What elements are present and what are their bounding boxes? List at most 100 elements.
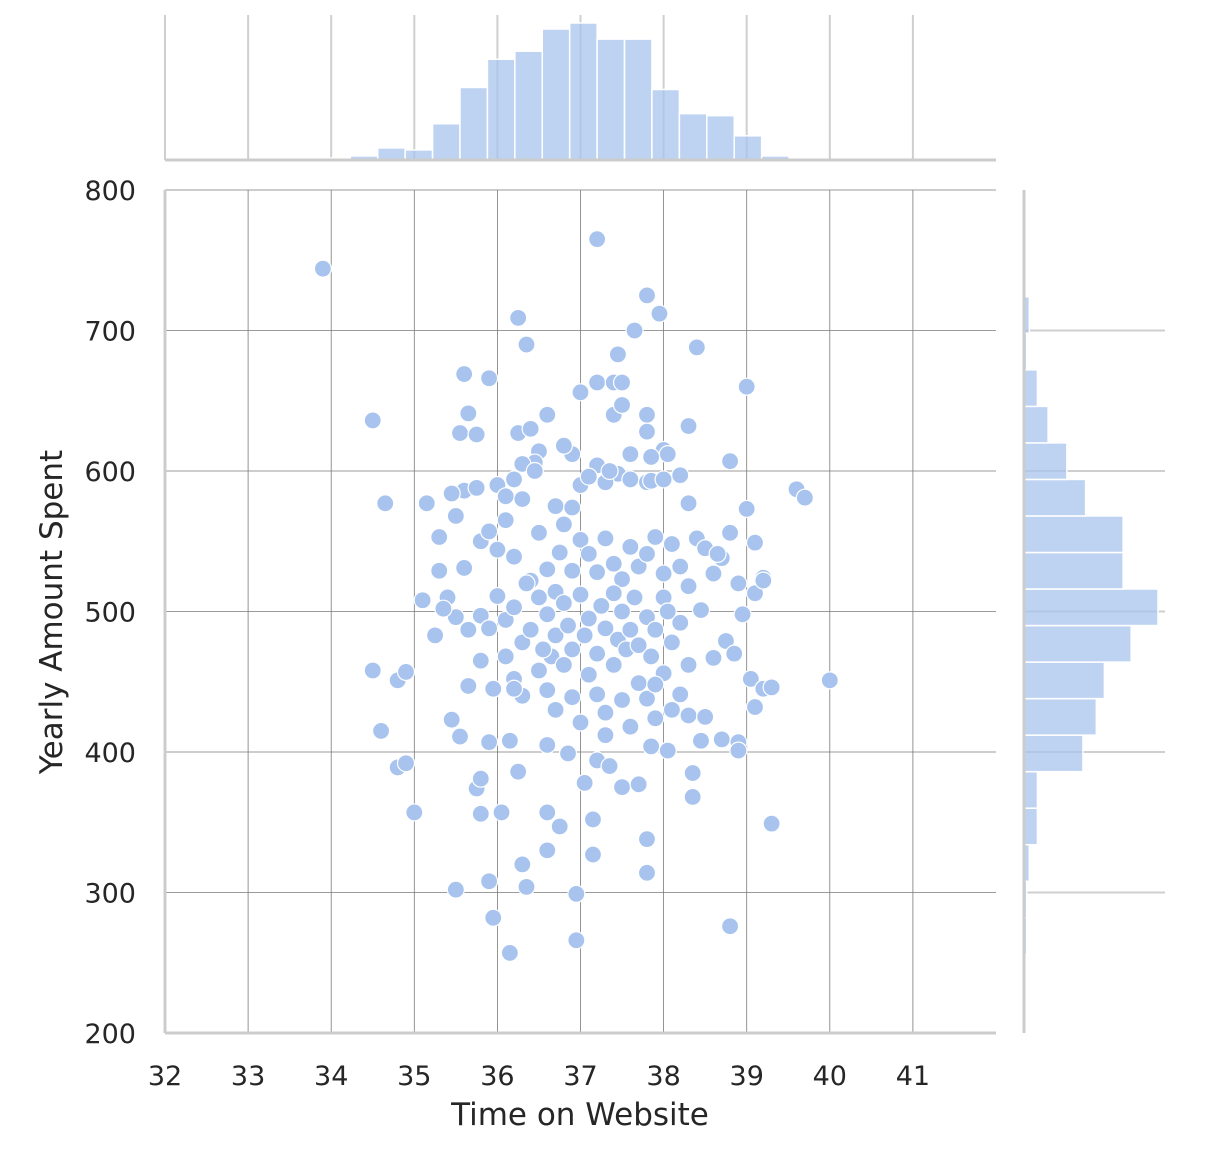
- right-histogram-bar: [1023, 442, 1068, 481]
- scatter-point: [612, 373, 632, 392]
- top-histogram-bar: [568, 22, 598, 161]
- x-tick-label: 38: [646, 1061, 680, 1092]
- scatter-point: [571, 383, 590, 402]
- scatter-point: [417, 494, 436, 513]
- top-histogram-bar: [678, 112, 708, 161]
- scatter-point: [363, 411, 382, 430]
- scatter-point: [671, 557, 690, 576]
- scatter-point: [504, 470, 524, 489]
- scatter-point: [704, 648, 723, 667]
- scatter-point: [579, 467, 598, 486]
- scatter-point: [425, 626, 445, 645]
- scatter-point: [646, 709, 665, 728]
- top-histogram-bar: [733, 135, 763, 161]
- scatter-point: [745, 697, 765, 717]
- scatter-point: [504, 547, 524, 566]
- scatter-point: [396, 754, 416, 773]
- scatter-point: [637, 286, 657, 305]
- scatter-point: [471, 651, 490, 670]
- top-histogram-bar: [514, 50, 544, 161]
- scatter-point: [737, 377, 756, 396]
- top-histogram-bar: [431, 122, 461, 161]
- scatter-point: [642, 647, 661, 666]
- scatter-point: [504, 679, 524, 698]
- scatter-point: [795, 488, 814, 507]
- scatter-point: [679, 416, 698, 436]
- scatter-point: [517, 335, 536, 354]
- right-histogram-bar: [1023, 734, 1084, 773]
- scatter-point: [517, 877, 536, 896]
- scatter-point: [479, 872, 499, 891]
- right-histogram-bar: [1023, 807, 1039, 846]
- scatter-grid: [164, 189, 996, 1034]
- x-tick-label: 36: [480, 1061, 514, 1092]
- scatter-point: [479, 619, 499, 638]
- scatter-point: [396, 662, 416, 682]
- top-histogram-bar: [651, 88, 681, 161]
- scatter-point: [720, 452, 740, 471]
- scatter-point: [479, 369, 499, 388]
- scatter-point: [546, 626, 565, 645]
- right-histogram-bar: [1023, 770, 1039, 809]
- scatter-point: [579, 609, 598, 628]
- y-tick-label: 400: [84, 738, 136, 769]
- scatter-point: [629, 674, 648, 693]
- y-tick-label: 500: [84, 598, 136, 629]
- scatter-point: [371, 721, 391, 741]
- scatter-point: [496, 610, 515, 630]
- y-tick-label: 300: [84, 879, 136, 910]
- scatter-point: [691, 731, 711, 750]
- scatter-point: [492, 803, 511, 822]
- scatter-point: [625, 321, 644, 340]
- scatter-point: [550, 817, 569, 836]
- scatter-point: [496, 487, 515, 506]
- scatter-point: [430, 561, 449, 580]
- scatter-point: [600, 756, 619, 776]
- scatter-point: [637, 422, 657, 441]
- scatter-point: [459, 620, 478, 639]
- scatter-point: [600, 461, 619, 481]
- scatter-point: [596, 619, 615, 638]
- scatter-point: [679, 494, 698, 513]
- scatter-point: [646, 675, 665, 694]
- scatter-point: [446, 880, 465, 899]
- scatter-point: [563, 688, 582, 707]
- axis-spines: [163, 158, 1026, 1035]
- scatter-point: [517, 574, 536, 593]
- scatter-point: [642, 447, 661, 467]
- scatter-point: [612, 395, 632, 415]
- scatter-point: [671, 613, 690, 632]
- scatter-point: [671, 466, 690, 485]
- scatter-point: [637, 405, 657, 424]
- scatter-point: [538, 405, 557, 424]
- scatter-point: [455, 364, 474, 384]
- scatter-point: [687, 338, 706, 357]
- scatter-point: [720, 523, 740, 542]
- scatter-point: [575, 626, 594, 645]
- scatter-point: [558, 616, 578, 635]
- top-histogram-bar: [404, 149, 434, 161]
- scatter-point: [658, 445, 677, 464]
- scatter-point: [571, 713, 590, 732]
- scatter-point: [434, 599, 453, 618]
- scatter-point: [538, 560, 557, 579]
- scatter-point: [513, 490, 532, 509]
- right-histogram-bar: [1023, 588, 1159, 627]
- scatter-point: [442, 710, 461, 729]
- scatter-point: [621, 470, 640, 489]
- scatter-point: [554, 515, 573, 534]
- x-axis-label: Time on Website: [450, 1097, 709, 1133]
- scatter-point: [376, 494, 395, 513]
- scatter-point: [737, 499, 756, 519]
- scatter-point: [654, 470, 673, 489]
- scatter-point: [583, 810, 603, 829]
- scatter-point: [729, 574, 748, 593]
- scatter-point: [509, 308, 528, 327]
- scatter-point: [513, 633, 532, 652]
- scatter-point: [554, 593, 573, 613]
- top-histogram: [322, 22, 818, 161]
- scatter-point: [484, 908, 503, 927]
- scatter-point: [579, 544, 598, 563]
- scatter-point: [546, 497, 565, 516]
- scatter-point: [509, 762, 528, 781]
